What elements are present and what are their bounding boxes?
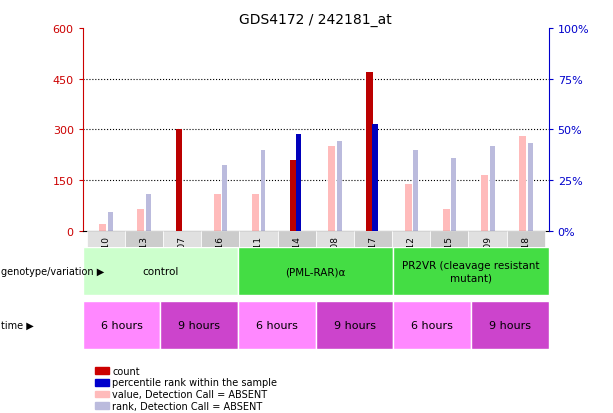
Text: 9 hours: 9 hours	[489, 320, 531, 330]
Bar	[175, 130, 183, 231]
Text: GSM538609: GSM538609	[483, 235, 492, 290]
Bar	[471, 301, 549, 349]
Text: GSM538610: GSM538610	[101, 235, 110, 290]
Bar	[108, 213, 113, 231]
Text: 6 hours: 6 hours	[411, 320, 453, 330]
Text: GSM538607: GSM538607	[178, 235, 186, 290]
Bar	[451, 159, 457, 231]
Text: count: count	[112, 366, 140, 376]
Bar	[316, 301, 394, 349]
Bar	[329, 147, 335, 231]
Bar	[252, 194, 259, 231]
Bar	[490, 147, 495, 231]
Text: time ▶: time ▶	[1, 320, 34, 330]
Text: genotype/variation ▶: genotype/variation ▶	[1, 266, 104, 277]
Text: 9 hours: 9 hours	[178, 320, 220, 330]
Bar	[83, 248, 238, 295]
Bar	[443, 209, 450, 231]
Text: GSM538613: GSM538613	[139, 235, 148, 290]
Bar	[146, 194, 151, 231]
Text: control: control	[142, 266, 178, 277]
Bar	[99, 225, 106, 231]
Bar	[392, 231, 430, 285]
Bar	[506, 231, 545, 285]
Text: value, Detection Call = ABSENT: value, Detection Call = ABSENT	[112, 389, 267, 399]
Title: GDS4172 / 242181_at: GDS4172 / 242181_at	[239, 12, 392, 26]
Bar	[481, 176, 488, 231]
Bar	[354, 231, 392, 285]
Bar	[238, 248, 394, 295]
Bar	[430, 231, 468, 285]
Bar	[394, 301, 471, 349]
Bar	[125, 231, 163, 285]
Bar	[367, 73, 373, 231]
Bar	[278, 231, 316, 285]
Text: 6 hours: 6 hours	[101, 320, 142, 330]
Bar	[405, 184, 411, 231]
Bar	[214, 194, 221, 231]
Bar	[261, 150, 265, 231]
Bar	[372, 125, 378, 231]
Bar	[337, 142, 342, 231]
Bar	[223, 166, 227, 231]
Bar	[468, 231, 506, 285]
Text: GSM538617: GSM538617	[368, 235, 378, 290]
Text: GSM538618: GSM538618	[521, 235, 530, 290]
Text: GSM538612: GSM538612	[406, 235, 416, 290]
Bar	[201, 231, 239, 285]
Text: 6 hours: 6 hours	[256, 320, 298, 330]
Text: GSM538608: GSM538608	[330, 235, 339, 290]
Bar	[163, 231, 201, 285]
Text: GSM538611: GSM538611	[254, 235, 263, 290]
Bar	[137, 209, 144, 231]
Text: GSM538616: GSM538616	[216, 235, 225, 290]
Bar	[238, 301, 316, 349]
Bar	[86, 231, 125, 285]
Bar	[161, 301, 238, 349]
Text: 9 hours: 9 hours	[333, 320, 376, 330]
Bar	[295, 135, 302, 231]
Text: rank, Detection Call = ABSENT: rank, Detection Call = ABSENT	[112, 401, 262, 411]
Bar	[394, 248, 549, 295]
Text: GSM538615: GSM538615	[445, 235, 454, 290]
Text: (PML-RAR)α: (PML-RAR)α	[286, 266, 346, 277]
Text: GSM538614: GSM538614	[292, 235, 301, 290]
Bar	[528, 144, 533, 231]
Bar	[290, 160, 297, 231]
Bar	[290, 176, 297, 231]
Bar	[239, 231, 278, 285]
Text: percentile rank within the sample: percentile rank within the sample	[112, 377, 277, 387]
Bar	[83, 301, 161, 349]
Bar	[519, 137, 526, 231]
Bar	[316, 231, 354, 285]
Text: PR2VR (cleavage resistant
mutant): PR2VR (cleavage resistant mutant)	[402, 261, 539, 282]
Bar	[413, 150, 418, 231]
